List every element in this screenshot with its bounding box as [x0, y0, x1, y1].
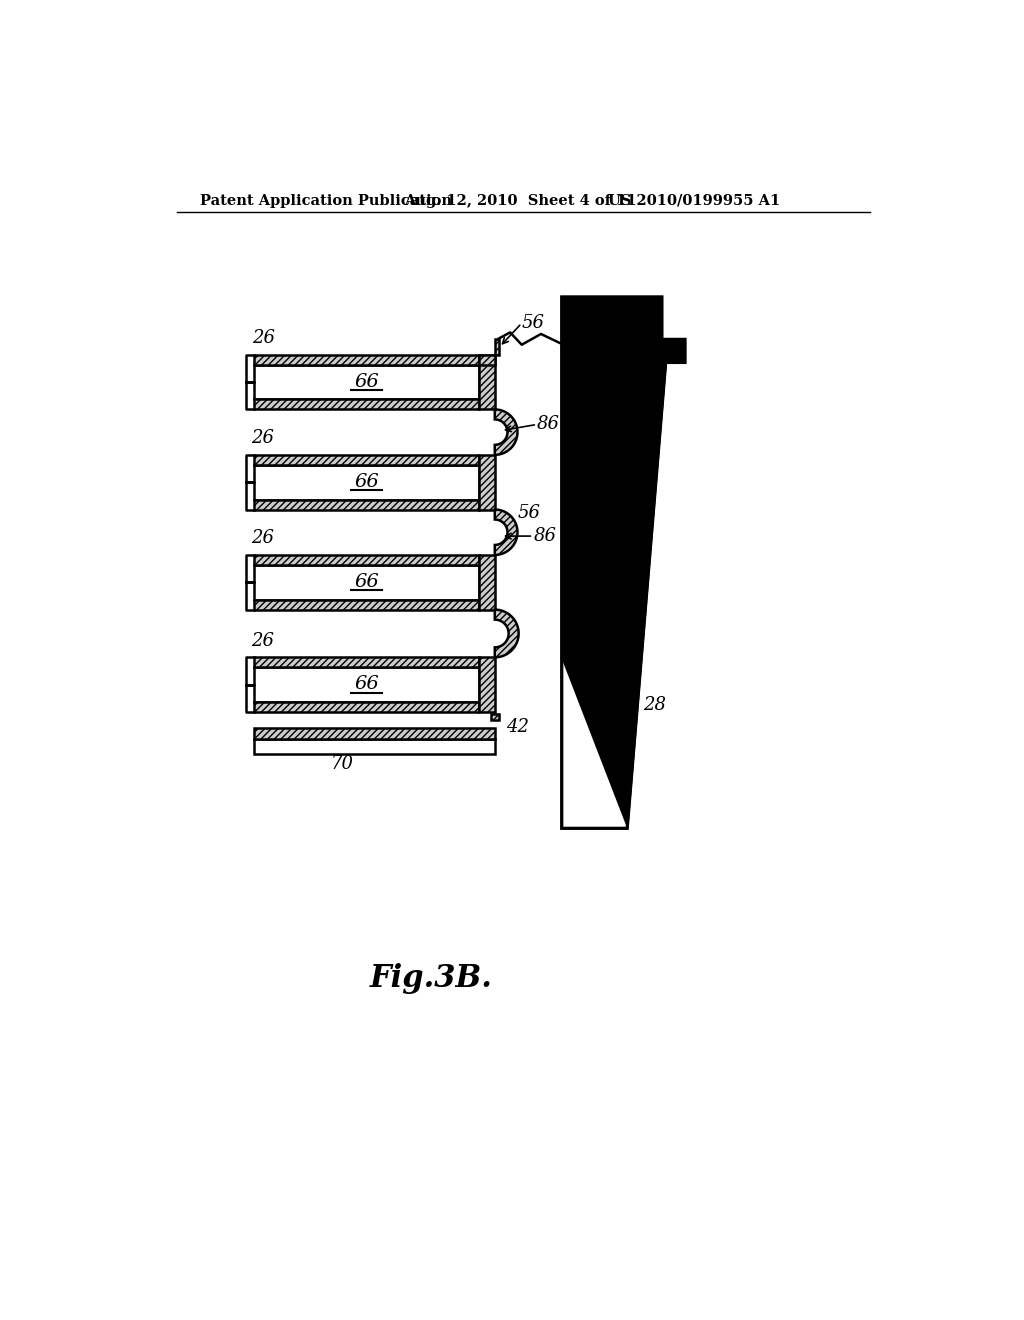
Polygon shape	[254, 499, 479, 510]
Text: 56: 56	[518, 504, 541, 523]
Polygon shape	[495, 610, 518, 657]
Polygon shape	[254, 455, 479, 465]
Text: 26: 26	[251, 529, 273, 548]
Polygon shape	[254, 739, 495, 755]
Polygon shape	[254, 465, 479, 499]
Polygon shape	[254, 702, 479, 711]
Polygon shape	[254, 668, 479, 702]
Polygon shape	[254, 400, 479, 409]
Polygon shape	[495, 409, 517, 455]
Text: 42: 42	[506, 718, 529, 737]
Polygon shape	[562, 659, 628, 829]
Polygon shape	[479, 339, 499, 364]
Polygon shape	[479, 554, 495, 610]
Polygon shape	[490, 714, 499, 719]
Text: 86: 86	[538, 416, 560, 433]
Text: 56: 56	[521, 314, 545, 333]
Polygon shape	[254, 355, 479, 364]
Text: 26: 26	[252, 329, 275, 347]
Text: Aug. 12, 2010  Sheet 4 of 11: Aug. 12, 2010 Sheet 4 of 11	[403, 194, 637, 207]
Polygon shape	[479, 657, 495, 711]
Text: 26: 26	[251, 632, 273, 649]
Polygon shape	[254, 729, 495, 739]
Polygon shape	[254, 554, 479, 565]
Text: 66: 66	[354, 473, 379, 491]
Polygon shape	[254, 657, 479, 668]
Polygon shape	[254, 599, 479, 610]
Polygon shape	[254, 364, 479, 400]
Polygon shape	[562, 297, 685, 829]
Text: 66: 66	[354, 372, 379, 391]
Text: Patent Application Publication: Patent Application Publication	[200, 194, 452, 207]
Text: 28: 28	[643, 696, 666, 714]
Text: 70: 70	[331, 755, 353, 772]
Polygon shape	[495, 510, 517, 554]
Polygon shape	[254, 565, 479, 599]
Text: 26: 26	[251, 429, 273, 447]
Text: 66: 66	[354, 573, 379, 591]
Text: Fig.3B.: Fig.3B.	[370, 964, 493, 994]
Polygon shape	[479, 455, 495, 510]
Text: US 2010/0199955 A1: US 2010/0199955 A1	[608, 194, 780, 207]
Text: 86: 86	[534, 527, 556, 545]
Text: 66: 66	[354, 676, 379, 693]
Polygon shape	[479, 355, 495, 409]
